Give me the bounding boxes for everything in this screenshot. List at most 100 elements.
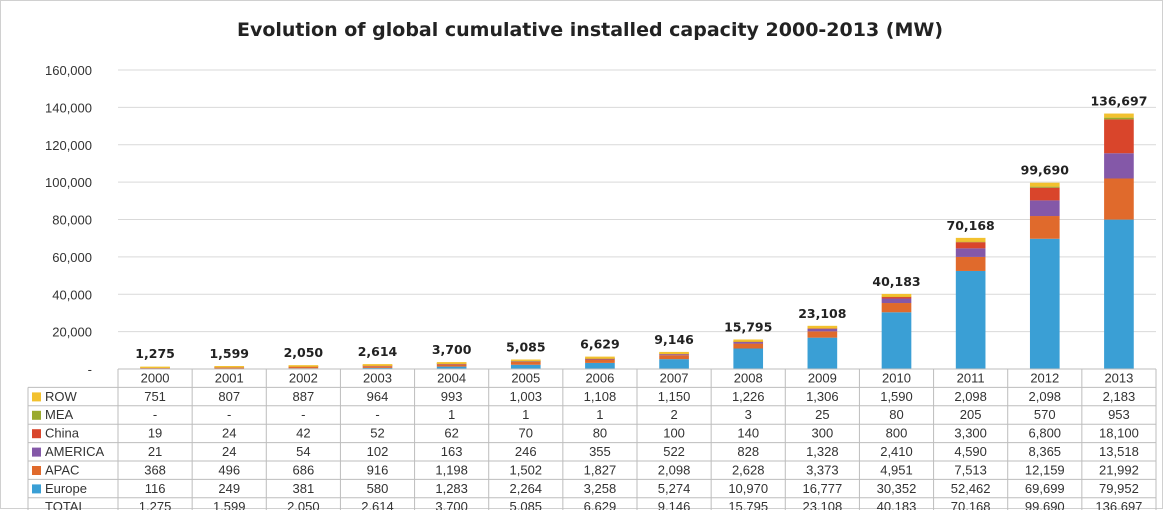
bar-row-2007 <box>659 351 689 355</box>
y-tick-label: 120,000 <box>45 138 92 153</box>
bar-america-2011 <box>955 248 986 257</box>
table-cell: 1 <box>522 407 529 422</box>
table-cell: - <box>375 407 379 422</box>
bar-row-2012 <box>1029 182 1060 187</box>
bar-row-2011 <box>955 237 986 242</box>
table-cell: 19 <box>148 426 162 441</box>
table-cell: 1,328 <box>806 444 839 459</box>
legend-label-row: ROW <box>45 389 78 404</box>
table-cell: 21 <box>148 444 162 459</box>
table-cell: 496 <box>218 462 240 477</box>
table-cell: - <box>227 407 231 422</box>
y-tick-label: 20,000 <box>52 325 92 340</box>
bar-europe-2006 <box>585 362 615 369</box>
table-cell-total: 1,275 <box>139 499 172 510</box>
bar-europe-2008 <box>733 348 764 369</box>
table-cell: 2,410 <box>880 444 913 459</box>
table-cell: 4,951 <box>880 462 913 477</box>
table-cell: 18,100 <box>1099 426 1139 441</box>
table-cell: 2,264 <box>510 481 543 496</box>
table-cell: 1,306 <box>806 389 839 404</box>
table-cell: 1,150 <box>658 389 691 404</box>
x-tick-label: 2005 <box>511 370 540 385</box>
table-cell: 355 <box>589 444 611 459</box>
table-cell: 6,800 <box>1029 426 1062 441</box>
x-tick-label: 2004 <box>437 370 466 385</box>
chart-title: Evolution of global cumulative installed… <box>237 19 943 41</box>
bar-america-2004 <box>436 363 467 365</box>
bar-europe-2011 <box>955 270 986 369</box>
bar-apac-2007 <box>659 355 689 360</box>
bar-china-2010 <box>881 297 912 299</box>
table-cell: 3,300 <box>954 426 987 441</box>
table-cell: 2,098 <box>658 462 691 477</box>
table-cell: 52 <box>370 426 384 441</box>
table-cell-total: 70,168 <box>951 499 991 510</box>
table-cell: 800 <box>886 426 908 441</box>
bar-row-2005 <box>510 359 541 362</box>
bar-apac-2000 <box>140 368 170 369</box>
table-cell: 62 <box>444 426 458 441</box>
table-cell: 10,970 <box>728 481 768 496</box>
table-cell: 54 <box>296 444 310 459</box>
table-cell: 1 <box>596 407 603 422</box>
table-cell-total: 3,700 <box>435 499 468 510</box>
table-cell: 3 <box>745 407 752 422</box>
bar-apac-2002 <box>288 367 319 369</box>
bar-america-2007 <box>659 354 689 356</box>
gridlines <box>118 69 1156 370</box>
x-tick-label: 2010 <box>882 370 911 385</box>
total-label: 23,108 <box>798 306 846 321</box>
x-tick-label: 2006 <box>585 370 614 385</box>
table-cell: 2,098 <box>954 389 987 404</box>
bar-china-2011 <box>955 242 986 249</box>
y-tick-label: 80,000 <box>52 213 92 228</box>
total-label: 15,795 <box>724 319 772 334</box>
bar-row-2000 <box>140 366 170 369</box>
table-cell: 205 <box>960 407 982 422</box>
x-tick-label: 2003 <box>363 370 392 385</box>
bar-america-2013 <box>1104 153 1134 179</box>
bar-europe-2009 <box>807 337 838 369</box>
total-label: 136,697 <box>1090 94 1147 109</box>
legend-swatch-row <box>32 392 41 402</box>
table-cell: 30,352 <box>877 481 917 496</box>
y-tick-label: 100,000 <box>45 175 92 190</box>
y-tick-label: 40,000 <box>52 287 92 302</box>
total-label: 2,050 <box>284 345 324 360</box>
table-cell-total: 2,050 <box>287 499 320 510</box>
table-cell: 140 <box>737 426 759 441</box>
bar-mea-2012 <box>1029 186 1060 188</box>
table-cell: 300 <box>812 426 834 441</box>
table-cell-total: 1,599 <box>213 499 246 510</box>
table-cell-total: 23,108 <box>802 499 842 510</box>
bar-row-2004 <box>436 362 467 364</box>
table-cell-total: 136,697 <box>1095 499 1142 510</box>
table-cell: 2,183 <box>1103 389 1136 404</box>
table-cell: 7,513 <box>954 462 987 477</box>
table-cell: 807 <box>218 389 240 404</box>
table-cell: 916 <box>367 462 389 477</box>
table-cell: 249 <box>218 481 240 496</box>
bar-america-2008 <box>733 342 764 344</box>
legend-label-america: AMERICA <box>45 444 105 459</box>
bar-america-2012 <box>1029 200 1060 217</box>
x-tick-label: 2007 <box>660 370 689 385</box>
table-cell: - <box>153 407 157 422</box>
total-label: 5,085 <box>506 339 546 354</box>
legend-swatch-apac <box>32 466 41 475</box>
table-cell: 5,274 <box>658 481 691 496</box>
bar-apac-2013 <box>1104 178 1134 220</box>
legend-swatch-america <box>32 447 41 457</box>
table-cell: 80 <box>889 407 903 422</box>
legend-swatch-china <box>32 429 41 439</box>
legend-swatch-mea <box>32 410 41 420</box>
legend-label-total: TOTAL <box>45 499 86 510</box>
table-cell: 80 <box>593 426 607 441</box>
table-cell: 24 <box>222 444 236 459</box>
table-cell: 116 <box>145 481 166 496</box>
table-cell: 1,108 <box>584 389 617 404</box>
x-tick-label: 2013 <box>1104 370 1133 385</box>
legend-swatch-europe <box>32 484 41 494</box>
